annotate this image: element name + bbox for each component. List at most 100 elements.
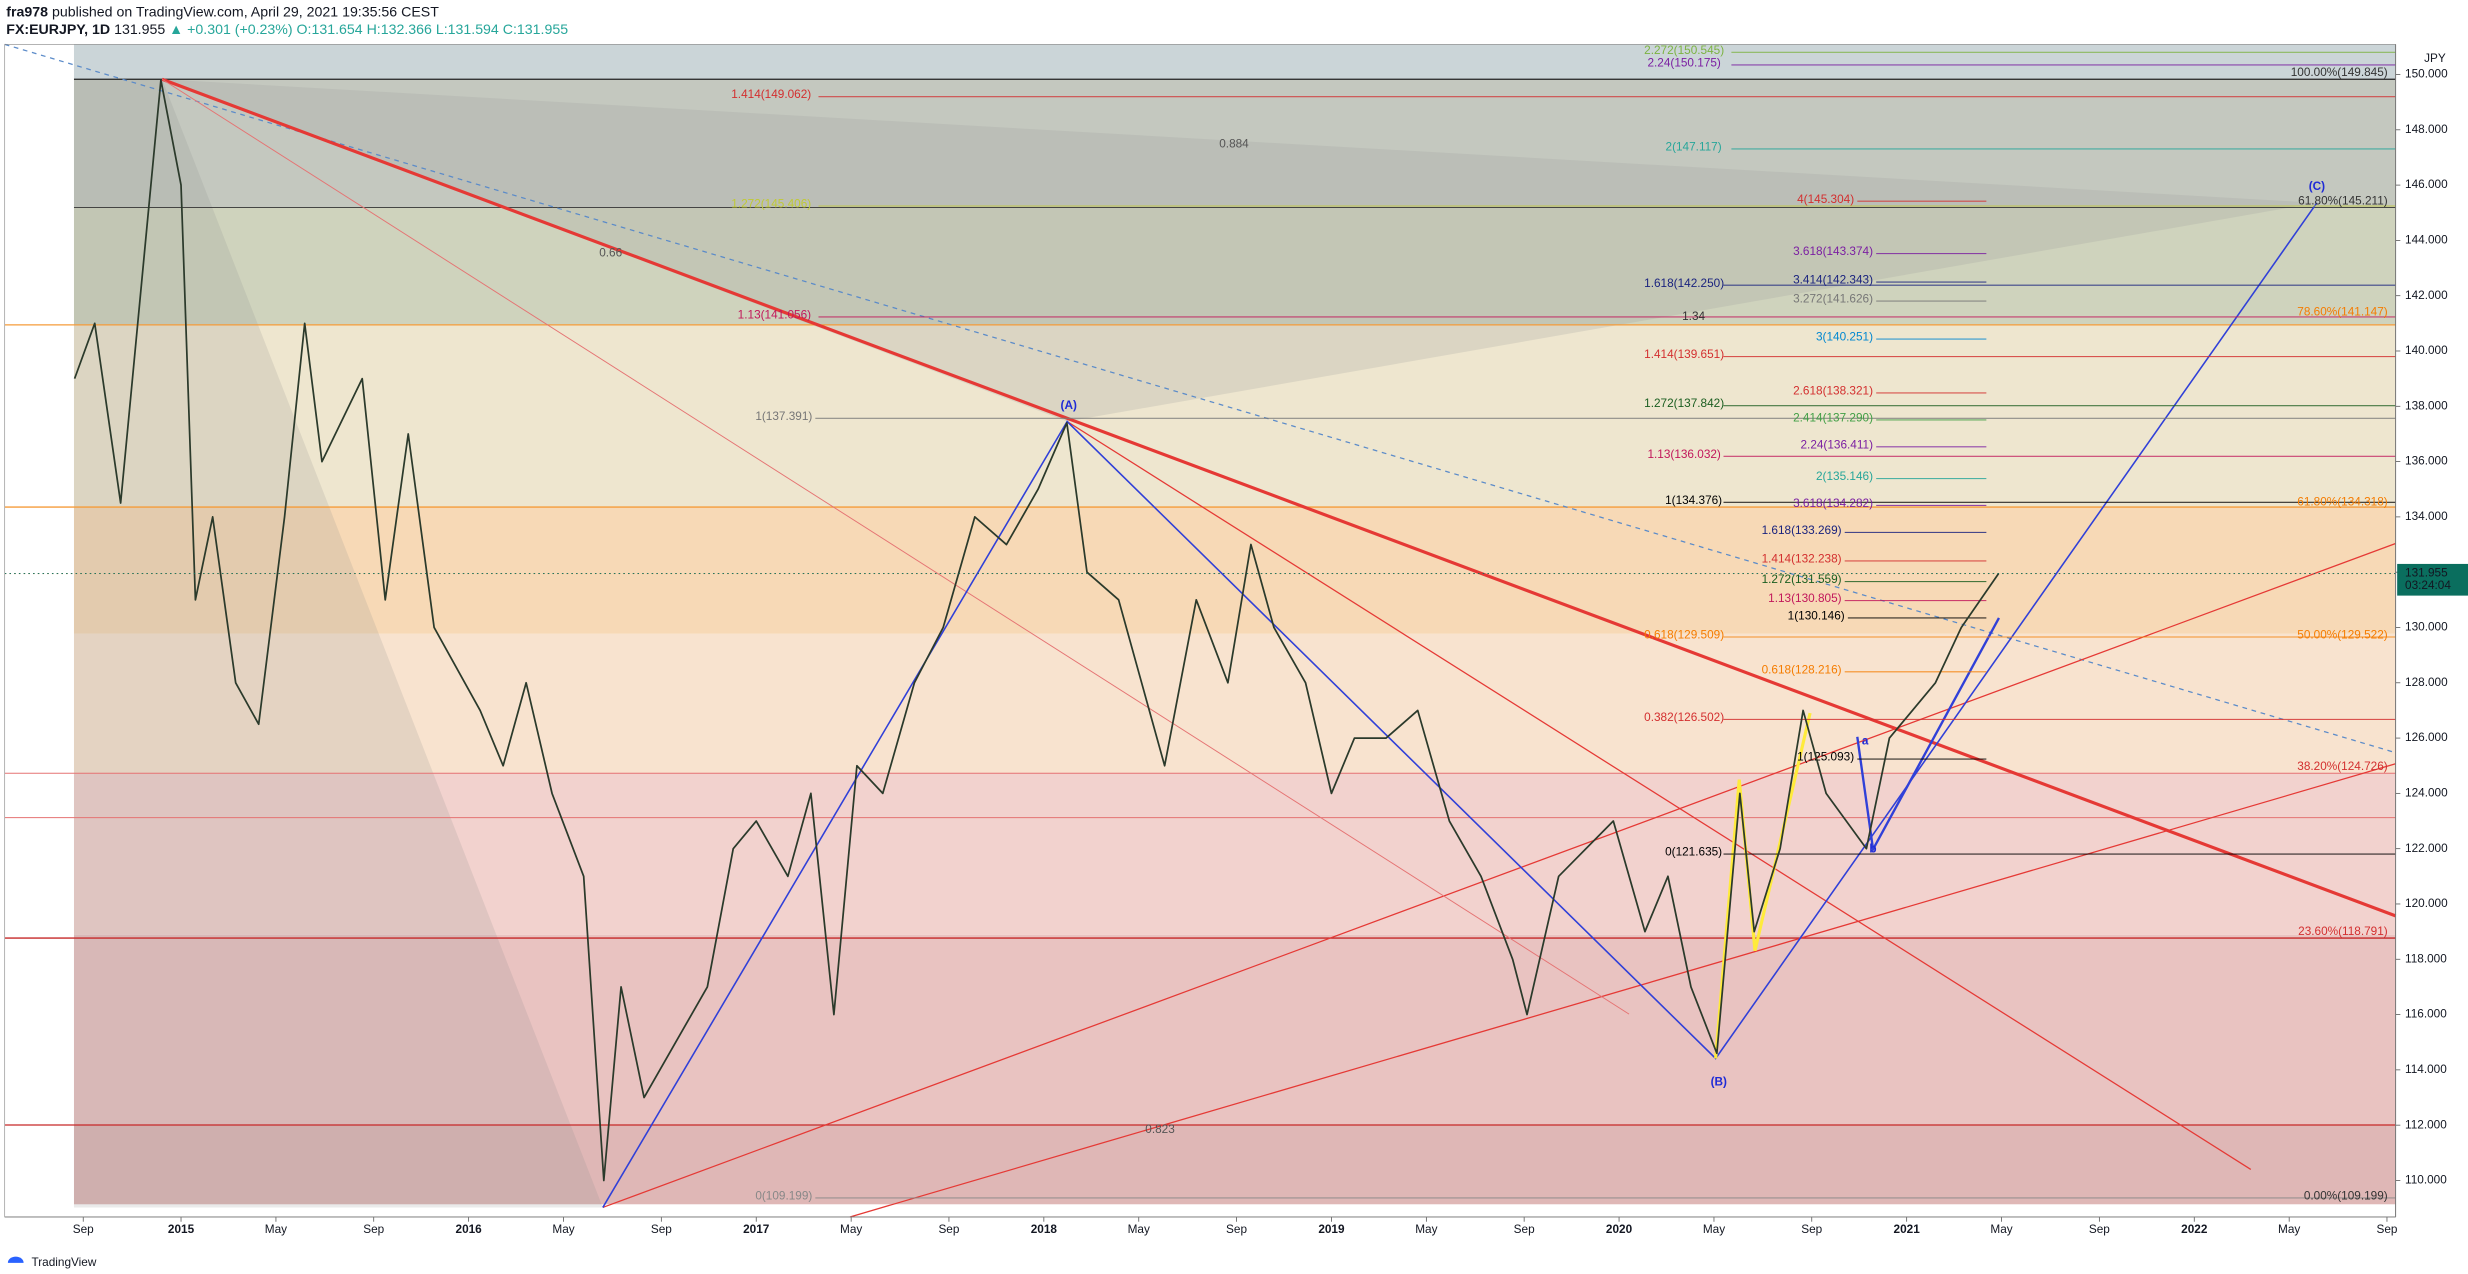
fib-label: 1.13(130.805) [1768,591,1841,605]
y-tick-label: 118.000 [2405,951,2447,965]
y-tick-label: 140.000 [2405,343,2448,357]
fib-label: 0.618(129.509) [1644,628,1724,642]
fib-label: 0.00%(109.199) [2304,1188,2388,1202]
last-price-box [2397,563,2468,596]
wave-label: a [1862,734,1869,748]
fib-label: 1.272(137.842) [1644,396,1724,410]
logo: TradingView [7,1255,97,1269]
y-tick-label: 114.000 [2405,1062,2447,1076]
x-tick-label: Sep [651,1222,672,1236]
fib-label: 1.34 [1682,309,1705,323]
x-tick-label: 2016 [456,1222,483,1236]
y-tick-label: 144.000 [2405,232,2448,246]
x-tick-label: Sep [1514,1222,1535,1236]
fib-label: 0.618(128.216) [1762,662,1842,676]
y-tick-label: 150.000 [2405,67,2448,81]
published: published on TradingView.com, April 29, … [52,4,439,20]
x-tick-label: May [840,1222,862,1236]
y-tick-label: 134.000 [2405,509,2448,523]
fib-label: 1.618(133.269) [1762,523,1842,537]
x-tick-label: 2022 [2181,1222,2208,1236]
x-tick-label: 2018 [1031,1222,1058,1236]
y-tick-label: 124.000 [2405,785,2448,799]
fib-label: 1.414(149.062) [731,87,811,101]
y-tick-label: 128.000 [2405,675,2448,689]
last-price-label: 131.955 [2405,566,2448,580]
x-tick-label: Sep [1226,1222,1247,1236]
y-tick-label: 110.000 [2405,1173,2447,1187]
x-tick-label: Sep [2376,1222,2397,1236]
fib-label: 1(130.146) [1788,608,1845,622]
fib-label: 50.00%(129.522) [2297,628,2388,642]
price: 131.955 [114,22,165,38]
fib-label: 61.80%(134.318) [2297,494,2388,508]
fib-label: 2.272(150.545) [1644,43,1724,57]
fib-label: 1.272(131.559) [1762,572,1842,586]
fib-label: 3.272(141.626) [1793,292,1873,306]
fib-label: 0.884 [1219,136,1249,150]
x-tick-label: Sep [1801,1222,1822,1236]
x-tick-label: 2021 [1894,1222,1921,1236]
y-tick-label: 142.000 [2405,288,2448,302]
fib-label: 3.618(134.282) [1793,496,1873,510]
x-tick-label: Sep [363,1222,384,1236]
y-tick-label: 148.000 [2405,122,2448,136]
fib-label: 2.618(138.321) [1793,383,1873,397]
fib-label: 0.823 [1145,1122,1175,1136]
fib-label: 4(145.304) [1797,192,1854,206]
y-tick-label: 146.000 [2405,177,2448,191]
y-tick-label: 122.000 [2405,841,2448,855]
fib-label: 0.66 [599,246,622,260]
brand: TradingView [31,1255,96,1269]
fib-label: 1.13(136.032) [1647,447,1720,461]
fib-label: 2(147.117) [1666,139,1722,153]
change: ▲ +0.301 (+0.23%) [169,22,292,38]
fib-label: 1.618(142.250) [1644,276,1724,290]
fib-label: 3.414(142.343) [1793,273,1873,287]
fib-label: 1.13(141.056) [738,307,811,321]
fib-label: 0(121.635) [1665,845,1722,859]
fib-label: 78.60%(141.147) [2297,304,2388,318]
fib-label: 1(137.391) [755,409,812,423]
x-tick-label: May [1415,1222,1437,1236]
fib-label: 3.618(143.374) [1793,244,1873,258]
wave-label: (C) [2309,179,2325,193]
fib-label: 2.414(137.290) [1793,410,1873,424]
x-tick-label: Sep [938,1222,959,1236]
symbol-line: FX:EURJPY, 1D 131.955 ▲ +0.301 (+0.23%) … [6,22,568,38]
x-tick-label: 2020 [1606,1222,1633,1236]
y-tick-label: 126.000 [2405,730,2448,744]
fib-label: 1(125.093) [1797,750,1854,764]
fib-label: 2(135.146) [1816,469,1873,483]
fib-label: 2.24(150.175) [1647,55,1720,69]
zones [4,44,2396,1208]
fib-label: 2.24(136.411) [1800,437,1873,451]
y-tick-label: 130.000 [2405,620,2448,634]
fib-label: 1.414(139.651) [1644,347,1724,361]
ohlc: O:131.654 H:132.366 L:131.594 C:131.955 [297,22,569,38]
fib-label: 1.414(132.238) [1762,551,1842,565]
annotations: 1.414(149.062) 0.884 2.24(150.175)2.272(15… [599,43,2396,1203]
plot-frame [4,44,2396,1218]
fib-label: 1(134.376) [1665,493,1722,507]
fib-label: 100.00%(149.845) [2291,65,2388,79]
wave-label: (B) [1711,1074,1727,1088]
fib-label: 61.80%(145.211) [2298,193,2388,207]
x-tick-label: 2015 [168,1222,195,1236]
y-tick-label: 138.000 [2405,398,2448,412]
y-tick-label: 120.000 [2405,896,2448,910]
fib-label: 38.20%(124.726) [2297,759,2388,773]
fib-label: 0.382(126.502) [1644,710,1724,724]
price-line [73,79,2000,1182]
fib-label: 23.60%(118.791) [2298,924,2388,938]
wave-label: b [1869,841,1876,855]
user: fra978 [6,4,48,20]
fib-label: 0(109.199) [755,1188,812,1202]
countdown: 03:24:04 [2405,578,2451,592]
currency: JPY [2424,51,2446,65]
y-tick-label: 112.000 [2405,1117,2447,1131]
x-tick-label: 2019 [1318,1222,1345,1236]
x-tick-label: Sep [2089,1222,2110,1236]
